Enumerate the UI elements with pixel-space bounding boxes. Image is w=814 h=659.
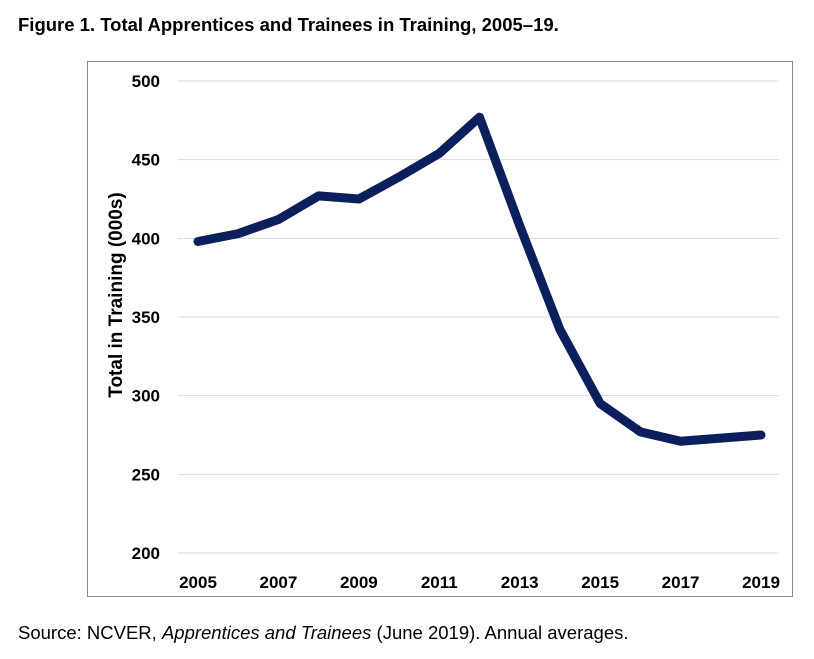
y-tick-label: 400 — [132, 229, 160, 248]
source-publication: Apprentices and Trainees — [161, 622, 372, 643]
source-suffix: (June 2019). Annual averages. — [371, 622, 629, 643]
y-tick-label: 300 — [132, 387, 160, 406]
series-layer — [193, 112, 766, 446]
source-note: Source: NCVER, Apprentices and Trainees … — [18, 622, 629, 644]
x-tick-label: 2005 — [179, 573, 217, 592]
y-tick-label: 450 — [132, 151, 160, 170]
y-tick-label: 200 — [132, 544, 160, 563]
chart-frame — [87, 61, 793, 597]
x-axis-ticks: 2005 2007 2009 2011 2013 2015 2017 2019 — [179, 573, 780, 592]
x-tick-label: 2019 — [742, 573, 780, 592]
source-prefix: Source: NCVER, — [18, 622, 162, 643]
y-axis-ticks: 200 250 300 350 400 450 500 — [132, 72, 160, 563]
x-tick-label: 2009 — [340, 573, 378, 592]
y-tick-label: 250 — [132, 465, 160, 484]
series-line — [193, 112, 766, 446]
x-tick-label: 2015 — [581, 573, 619, 592]
figure-title: Figure 1. Total Apprentices and Trainees… — [18, 14, 559, 35]
x-tick-label: 2013 — [501, 573, 539, 592]
y-tick-label: 500 — [132, 72, 160, 91]
x-tick-label: 2017 — [662, 573, 700, 592]
y-axis-label: Total in Training (000s) — [106, 192, 127, 398]
y-tick-label: 350 — [132, 308, 160, 327]
x-tick-label: 2007 — [260, 573, 298, 592]
gridlines — [178, 80, 779, 554]
x-tick-label: 2011 — [421, 573, 458, 592]
